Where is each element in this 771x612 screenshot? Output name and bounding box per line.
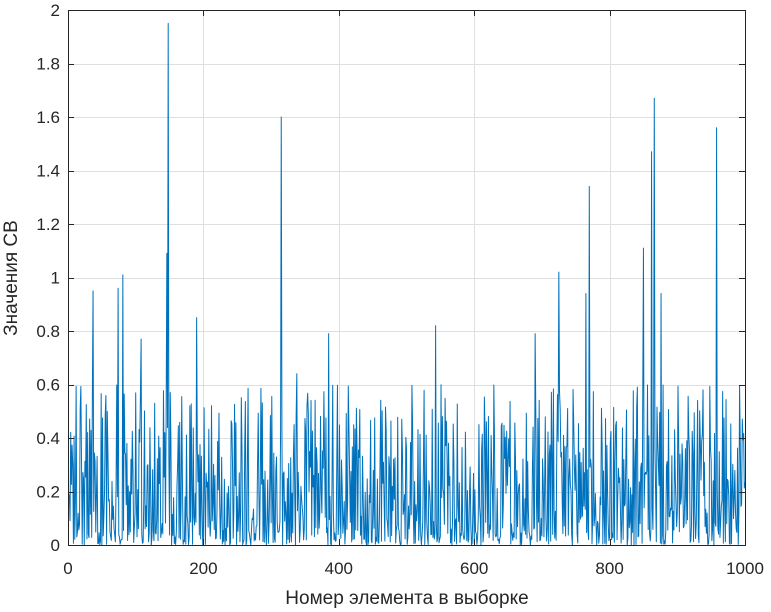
y-tick-label: 1.4 (36, 162, 60, 181)
x-tick-label: 0 (63, 559, 72, 578)
y-tick-label: 1.6 (36, 108, 60, 127)
y-tick-label: 2 (51, 1, 60, 20)
x-tick-label: 600 (460, 559, 488, 578)
ticks: 0 200 400 600 800 1000 0 0.2 0.4 0.6 0.8 1 1.2 1.4 1.6… (36, 1, 764, 578)
y-tick-label: 1.8 (36, 55, 60, 74)
y-axis-label: Значения СВ (1, 220, 22, 336)
x-axis-label: Номер элемента в выборке (285, 588, 528, 609)
y-tick-label: 0.6 (36, 376, 60, 395)
x-tick-label: 1000 (726, 559, 764, 578)
series-layer (68, 22, 746, 546)
y-tick-label: 1 (51, 269, 60, 288)
x-tick-label: 200 (189, 559, 217, 578)
x-tick-label: 400 (325, 559, 353, 578)
y-tick-label: 0.8 (36, 322, 60, 341)
x-tick-label: 800 (595, 559, 623, 578)
y-tick-label: 1.2 (36, 215, 60, 234)
y-tick-label: 0.4 (36, 429, 60, 448)
series-line (68, 22, 746, 546)
y-tick-label: 0 (51, 536, 60, 555)
y-tick-label: 0.2 (36, 483, 60, 502)
